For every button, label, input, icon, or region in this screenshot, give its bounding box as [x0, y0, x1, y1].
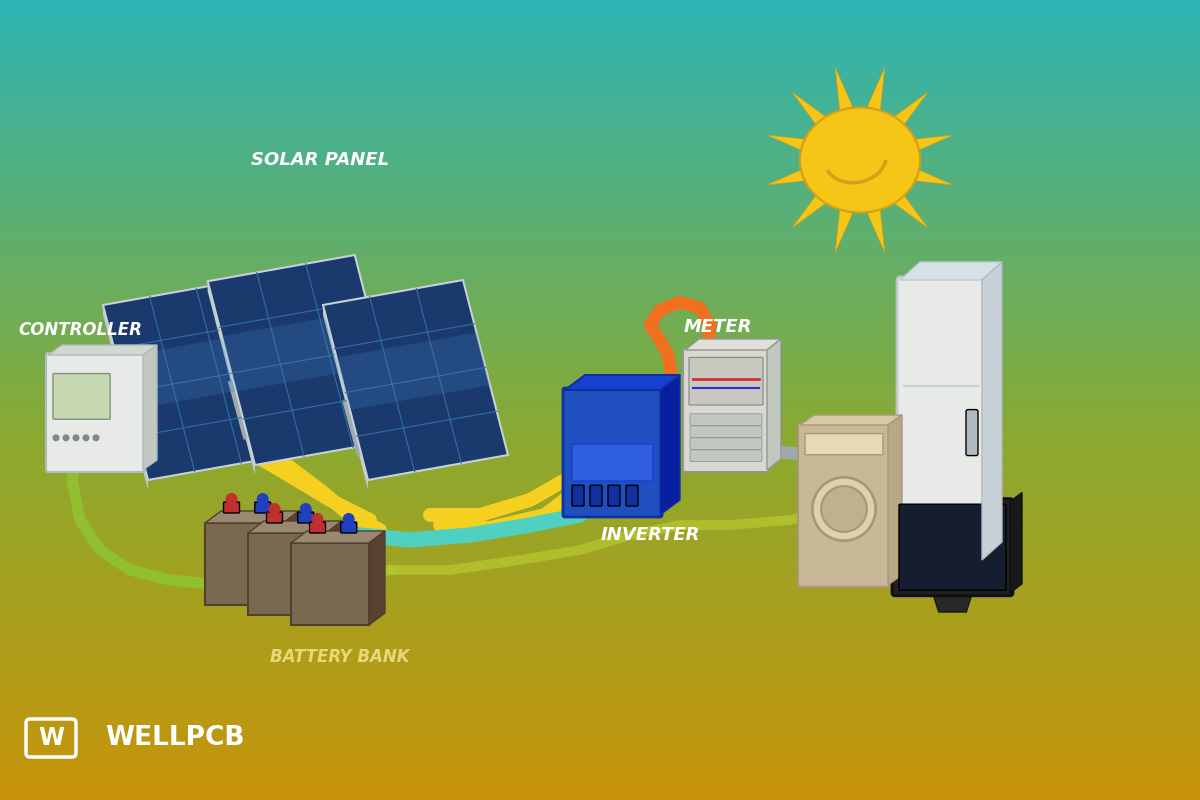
- FancyBboxPatch shape: [690, 438, 762, 450]
- Polygon shape: [283, 511, 299, 605]
- Polygon shape: [248, 521, 342, 533]
- Polygon shape: [800, 415, 902, 425]
- Polygon shape: [208, 282, 256, 475]
- Polygon shape: [1010, 493, 1022, 593]
- FancyBboxPatch shape: [690, 414, 762, 426]
- Circle shape: [269, 503, 281, 515]
- FancyBboxPatch shape: [254, 502, 271, 513]
- Polygon shape: [336, 333, 490, 410]
- Polygon shape: [910, 135, 953, 153]
- Circle shape: [62, 434, 70, 442]
- FancyBboxPatch shape: [572, 486, 584, 506]
- Polygon shape: [868, 210, 884, 253]
- Text: BATTERY BANK: BATTERY BANK: [270, 648, 410, 666]
- Circle shape: [821, 486, 866, 532]
- Polygon shape: [208, 255, 402, 465]
- FancyBboxPatch shape: [690, 450, 762, 462]
- Polygon shape: [370, 531, 385, 625]
- FancyBboxPatch shape: [898, 277, 985, 563]
- FancyBboxPatch shape: [53, 374, 110, 419]
- Ellipse shape: [800, 107, 920, 213]
- Polygon shape: [792, 92, 827, 126]
- FancyBboxPatch shape: [572, 444, 653, 481]
- Polygon shape: [982, 262, 1002, 560]
- FancyBboxPatch shape: [298, 512, 313, 523]
- Polygon shape: [835, 67, 852, 110]
- Circle shape: [257, 493, 269, 505]
- Polygon shape: [116, 333, 270, 410]
- FancyBboxPatch shape: [590, 486, 602, 506]
- Text: INVERTER: INVERTER: [600, 526, 700, 544]
- FancyBboxPatch shape: [892, 498, 1013, 596]
- Polygon shape: [888, 415, 902, 585]
- Circle shape: [53, 434, 60, 442]
- FancyBboxPatch shape: [966, 410, 978, 456]
- Polygon shape: [660, 375, 680, 515]
- FancyBboxPatch shape: [341, 522, 356, 533]
- FancyBboxPatch shape: [223, 502, 240, 513]
- Polygon shape: [767, 339, 781, 470]
- FancyBboxPatch shape: [310, 522, 325, 533]
- Polygon shape: [48, 345, 157, 355]
- Polygon shape: [292, 531, 385, 543]
- FancyBboxPatch shape: [805, 434, 883, 454]
- FancyBboxPatch shape: [626, 486, 638, 506]
- FancyBboxPatch shape: [899, 504, 1006, 590]
- Polygon shape: [565, 375, 680, 390]
- Circle shape: [812, 478, 876, 541]
- Circle shape: [83, 434, 90, 442]
- Polygon shape: [767, 167, 810, 185]
- Polygon shape: [323, 280, 463, 315]
- Polygon shape: [222, 310, 383, 391]
- FancyBboxPatch shape: [292, 543, 370, 625]
- Circle shape: [72, 434, 79, 442]
- FancyBboxPatch shape: [689, 358, 763, 405]
- Polygon shape: [326, 521, 342, 615]
- Polygon shape: [323, 280, 508, 480]
- Text: CONTROLLER: CONTROLLER: [18, 321, 142, 339]
- FancyBboxPatch shape: [46, 353, 145, 472]
- Text: METER: METER: [684, 318, 752, 336]
- Circle shape: [312, 513, 324, 525]
- Polygon shape: [893, 92, 928, 126]
- Polygon shape: [792, 194, 827, 228]
- Polygon shape: [103, 305, 148, 490]
- FancyBboxPatch shape: [690, 426, 762, 438]
- Polygon shape: [767, 135, 810, 153]
- Polygon shape: [205, 511, 299, 523]
- Polygon shape: [143, 345, 157, 470]
- Polygon shape: [931, 590, 973, 612]
- FancyBboxPatch shape: [205, 523, 283, 605]
- Polygon shape: [893, 194, 928, 228]
- Polygon shape: [910, 167, 953, 185]
- Polygon shape: [103, 280, 242, 315]
- Circle shape: [300, 503, 312, 515]
- FancyBboxPatch shape: [608, 486, 620, 506]
- FancyBboxPatch shape: [563, 388, 662, 517]
- Circle shape: [92, 434, 100, 442]
- Text: WELLPCB: WELLPCB: [106, 725, 245, 751]
- Polygon shape: [900, 262, 1002, 280]
- FancyBboxPatch shape: [248, 533, 326, 615]
- Polygon shape: [208, 255, 355, 292]
- Polygon shape: [323, 305, 368, 490]
- Polygon shape: [868, 67, 884, 110]
- Circle shape: [343, 513, 355, 525]
- Polygon shape: [835, 210, 852, 253]
- FancyBboxPatch shape: [683, 348, 769, 472]
- FancyBboxPatch shape: [798, 423, 890, 587]
- Circle shape: [226, 493, 238, 505]
- Text: SOLAR PANEL: SOLAR PANEL: [251, 151, 389, 169]
- FancyBboxPatch shape: [266, 512, 282, 523]
- Polygon shape: [103, 280, 288, 480]
- Text: W: W: [38, 726, 64, 750]
- Polygon shape: [685, 339, 781, 350]
